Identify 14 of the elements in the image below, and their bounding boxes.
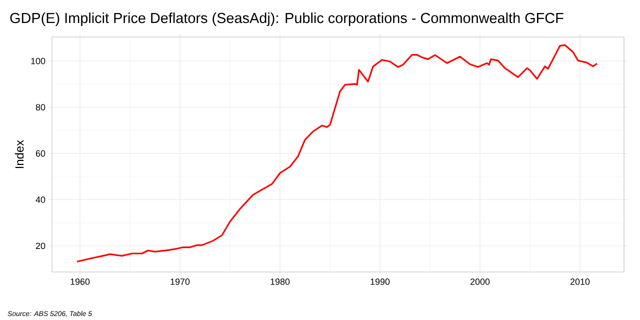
x-tick-label: 2010: [570, 278, 590, 285]
x-tick-label: 1960: [70, 278, 90, 285]
x-tick-label: 2000: [470, 278, 490, 285]
x-tick-label: 1970: [170, 278, 190, 285]
y-tick-label: 40: [36, 196, 46, 203]
y-axis-title: Index: [14, 140, 24, 168]
y-tick-label: 100: [31, 58, 46, 64]
y-tick-label: 20: [36, 242, 46, 250]
y-tick-label: 80: [36, 104, 46, 110]
chart-title: GDP(E) Implicit Price Deflators (SeasAdj): Public corporations - Commonwealth GFCF: [10, 12, 564, 26]
y-tick-label: 60: [36, 150, 46, 157]
x-tick-label: 1990: [370, 278, 390, 285]
x-tick-label: 1980: [270, 278, 290, 285]
line-series: [76, 44, 598, 262]
